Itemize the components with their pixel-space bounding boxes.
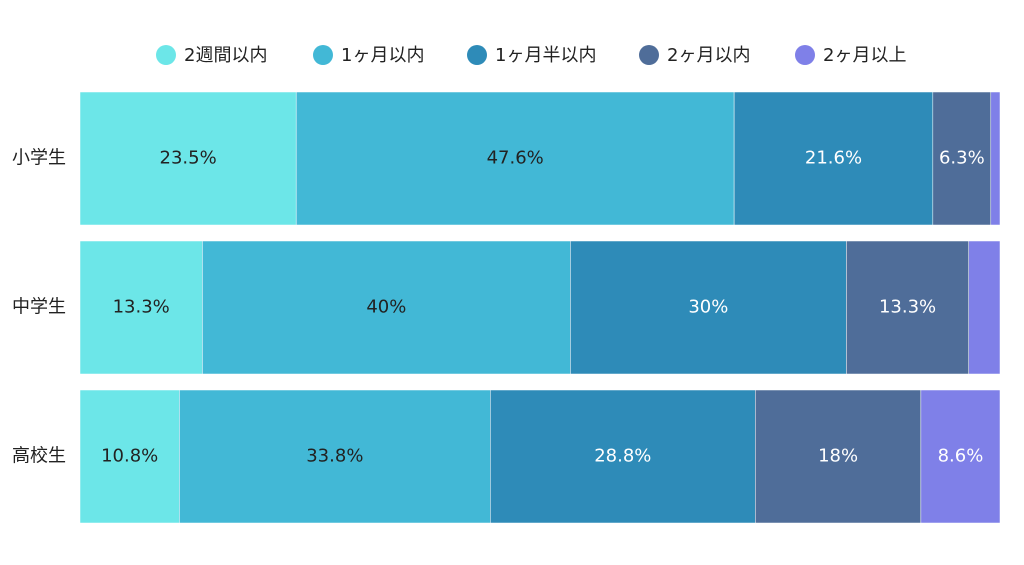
bar-segment: [920, 389, 1001, 524]
bar-segment: [79, 240, 203, 375]
data-label: 47.6%: [487, 148, 544, 169]
data-label: 28.8%: [594, 446, 651, 467]
bar-segment: [202, 240, 571, 375]
bar-segment: [733, 91, 934, 226]
bar-segment: [990, 91, 1001, 226]
legend-label: 1ヶ月以内: [341, 45, 424, 66]
category-label: 中学生: [12, 297, 66, 318]
data-label: 21.6%: [805, 148, 862, 169]
legend-swatch: [467, 45, 487, 65]
legend-label: 1ヶ月半以内: [495, 45, 596, 66]
legend-swatch: [795, 45, 815, 65]
data-label: 8.6%: [938, 446, 984, 467]
data-label: 30%: [688, 297, 728, 318]
bar-segment: [968, 240, 1001, 375]
legend-label: 2ヶ月以内: [667, 45, 750, 66]
bar-segment: [295, 91, 735, 226]
category-label: 高校生: [12, 446, 66, 467]
bar-segment: [79, 91, 297, 226]
data-label: 10.8%: [101, 446, 158, 467]
legend-label: 2週間以内: [184, 45, 267, 66]
data-label: 18%: [818, 446, 858, 467]
bar-segment: [79, 389, 180, 524]
legend-swatch: [639, 45, 659, 65]
bar-segment: [179, 389, 491, 524]
bar-segment: [570, 240, 847, 375]
data-label: 6.3%: [939, 148, 985, 169]
bar-segment: [755, 389, 922, 524]
legend-swatch: [156, 45, 176, 65]
data-label: 13.3%: [879, 297, 936, 318]
data-label: 33.8%: [306, 446, 363, 467]
data-label: 40%: [366, 297, 406, 318]
data-label: 23.5%: [160, 148, 217, 169]
category-label: 小学生: [12, 148, 66, 169]
legend-label: 2ヶ月以上: [823, 45, 906, 66]
bar-segment: [932, 91, 992, 226]
legend-swatch: [313, 45, 333, 65]
bar-segment: [846, 240, 969, 375]
data-label: 13.3%: [113, 297, 170, 318]
